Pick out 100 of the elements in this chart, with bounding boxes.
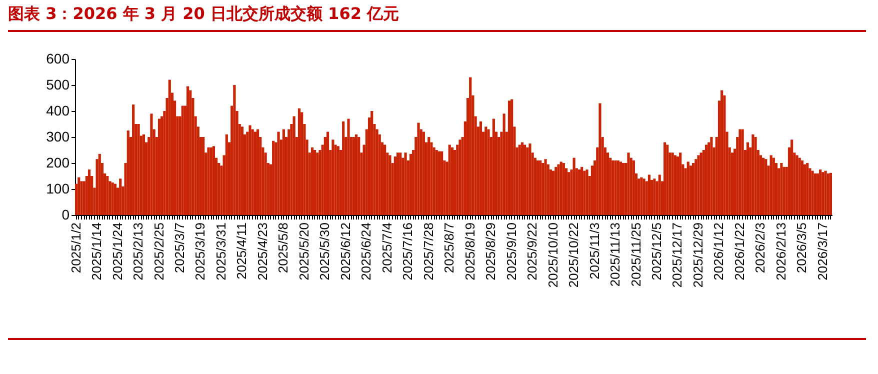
x-tick-label: 2025/7/4 [379, 222, 394, 274]
bar [822, 172, 824, 215]
bar [552, 170, 555, 215]
x-tick-label: 2026/3/5 [794, 222, 810, 274]
bar [554, 166, 558, 215]
bar [738, 129, 742, 215]
x-tick-label: 2025/4/11 [234, 222, 250, 280]
bar [484, 126, 488, 215]
x-tick-label: 2026/3/17 [814, 222, 830, 280]
bar [370, 111, 374, 215]
bar [316, 152, 319, 215]
bar [762, 158, 765, 215]
bar [598, 103, 602, 215]
bar [642, 178, 646, 215]
y-tick-label: 100 [46, 180, 70, 196]
bar [233, 85, 236, 215]
bar [510, 99, 514, 215]
bar [189, 90, 192, 215]
bar [388, 155, 392, 215]
bar [314, 150, 316, 215]
bar [614, 160, 617, 215]
bar [632, 160, 635, 215]
bar [640, 177, 643, 215]
x-tick-label: 2025/5/20 [296, 222, 312, 280]
bar [181, 106, 184, 215]
x-tick-label: 2025/7/16 [400, 222, 416, 280]
bar [352, 137, 355, 215]
bar [336, 146, 340, 215]
bar [310, 147, 314, 215]
bar [435, 150, 438, 215]
bar [300, 112, 304, 215]
bar [150, 114, 153, 215]
bar [528, 144, 532, 215]
bar [811, 170, 814, 215]
bar [248, 125, 252, 215]
bar [694, 159, 698, 215]
bar [627, 152, 630, 215]
bar [562, 163, 565, 215]
x-tick-label: 2026/2/13 [773, 222, 788, 280]
bar [332, 140, 334, 215]
bar [790, 140, 794, 215]
bar [666, 144, 669, 215]
bar [583, 170, 586, 215]
y-tick-label: 200 [46, 154, 70, 170]
bar [800, 160, 804, 215]
y-tick-label: 300 [46, 128, 70, 144]
bar [752, 134, 754, 215]
bar [829, 172, 832, 215]
bar [741, 129, 744, 215]
bar [798, 158, 801, 215]
x-tick-label: 2025/5/8 [276, 222, 291, 274]
bar [824, 170, 827, 215]
bar [612, 160, 614, 215]
x-tick-label: 2025/2/13 [130, 222, 146, 280]
bar [384, 144, 386, 215]
x-tick-label: 2025/4/23 [254, 222, 270, 280]
x-tick-label: 2025/12/5 [649, 222, 664, 280]
bar [616, 160, 620, 215]
bar [671, 152, 674, 215]
bar [212, 146, 215, 215]
bar [700, 152, 702, 215]
x-tick-label: 2025/8/19 [462, 222, 478, 280]
bar [523, 144, 526, 215]
bar [622, 163, 625, 215]
bar [202, 137, 205, 215]
bar [394, 156, 396, 215]
bar [347, 118, 350, 215]
bar [806, 163, 809, 215]
bar [796, 155, 798, 215]
bar [580, 166, 584, 215]
x-tick-label: 2025/10/10 [545, 222, 560, 288]
bar [428, 137, 430, 215]
bar [111, 182, 114, 215]
bar [417, 122, 420, 215]
x-tick-label: 2025/3/7 [172, 222, 187, 274]
bar [354, 134, 358, 215]
x-tick-label: 2025/11/25 [628, 222, 644, 287]
bar [422, 132, 425, 215]
x-tick-label: 2025/3/31 [213, 222, 228, 280]
bar [448, 144, 451, 215]
bar [520, 142, 524, 215]
bar [502, 114, 506, 215]
bar [254, 132, 256, 215]
bar [518, 144, 521, 215]
x-tick-label: 2025/1/24 [110, 222, 125, 280]
bar [508, 100, 511, 215]
bar [298, 108, 301, 215]
x-tick-label: 2025/12/17 [670, 222, 685, 288]
x-tick-label: 2025/8/7 [442, 222, 457, 274]
x-tick-label: 2025/9/10 [504, 222, 519, 280]
x-tick-label: 2025/2/25 [151, 222, 166, 280]
x-tick-label: 2025/3/19 [192, 222, 208, 280]
bar [225, 134, 228, 215]
bar [292, 116, 296, 215]
bar [207, 147, 210, 215]
chart-title: 图表 3：2026 年 3 月 20 日北交所成交额 162 亿元 [8, 4, 400, 23]
bar [98, 154, 101, 215]
bar [487, 129, 490, 215]
x-tick-label: 2025/1/2 [68, 222, 84, 274]
bar [679, 152, 682, 215]
